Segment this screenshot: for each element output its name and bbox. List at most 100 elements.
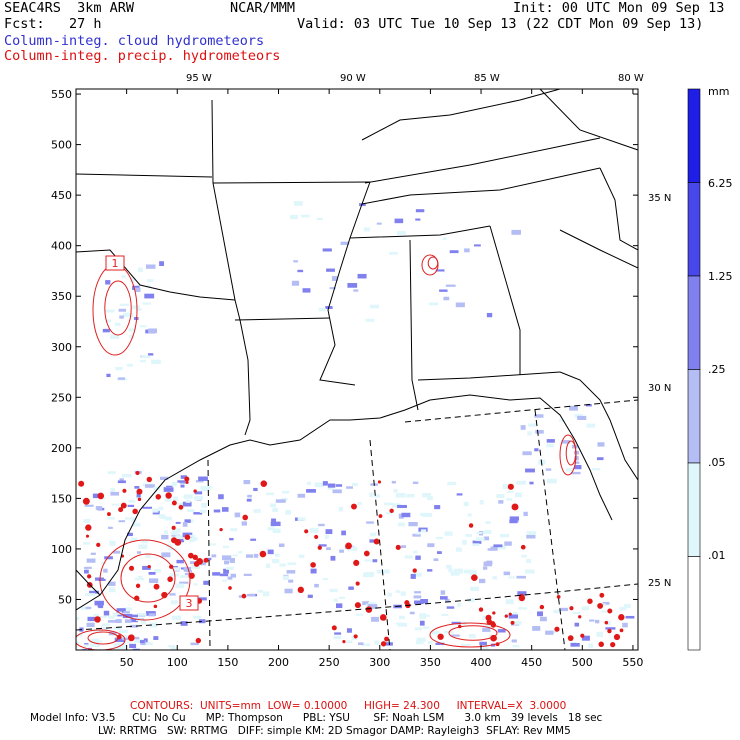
precip-cell <box>193 489 197 493</box>
precip-contour <box>427 256 439 270</box>
precip-cell <box>520 544 526 550</box>
colorbar-label-6.25: 6.25 <box>708 177 733 190</box>
cloud-cell <box>327 486 334 490</box>
cloud-cell <box>134 639 143 643</box>
cloud-cell <box>148 572 156 575</box>
cloud-cell <box>589 619 595 622</box>
precip-cell <box>507 483 514 490</box>
precip-contour <box>429 622 511 648</box>
cloud-cell <box>83 644 89 647</box>
cloud-cell <box>577 415 587 420</box>
cloud-cell <box>82 648 87 650</box>
cloud-cell <box>158 506 164 511</box>
cloud-cell <box>446 564 452 569</box>
cloud-cell <box>574 622 580 627</box>
cloud-cell <box>129 335 135 339</box>
cloud-cell <box>148 328 158 334</box>
cloud-cell <box>504 541 512 546</box>
cloud-cell <box>365 318 375 322</box>
y-tick-label: 550 <box>51 88 72 101</box>
precip-cell <box>345 542 352 550</box>
cloud-cell <box>622 622 628 628</box>
y-tick-label: 200 <box>51 442 72 455</box>
cloud-cell <box>128 499 136 503</box>
cloud-cell <box>410 573 416 579</box>
precip-cell <box>604 620 609 625</box>
cloud-cell <box>113 550 121 554</box>
precip-cell <box>378 514 383 519</box>
cloud-cell <box>250 538 257 541</box>
cloud-cell <box>108 581 116 586</box>
cloud-cell <box>413 595 422 599</box>
field-title-precip: Column-integ. precip. hydrometeors <box>4 48 281 64</box>
cloud-cell <box>428 302 438 306</box>
cloud-cell <box>523 511 528 517</box>
cloud-cell <box>138 544 148 549</box>
x-tick-label: 450 <box>521 656 542 669</box>
precip-cell <box>85 524 92 531</box>
precip-cell <box>331 625 337 631</box>
cloud-cell <box>415 555 421 560</box>
cloud-cell <box>338 506 344 512</box>
cloud-cell <box>387 592 392 597</box>
cloud-cell <box>294 201 303 206</box>
cloud-cell <box>223 568 229 574</box>
precip-cell <box>147 564 151 569</box>
precip-cell <box>137 497 142 502</box>
cloud-cell <box>505 599 514 605</box>
cloud-cell <box>129 277 135 283</box>
cloud-cell <box>398 513 404 519</box>
cloud-cell <box>194 491 203 495</box>
cloud-cell <box>149 622 158 628</box>
cloud-shading <box>76 201 635 650</box>
axis-ticks: 50 100 150 200 250 300 350 400 450 500 55055050045… <box>51 88 643 669</box>
colorbar-swatch <box>687 182 701 277</box>
cloud-cell <box>525 569 535 574</box>
cloud-cell <box>306 489 316 493</box>
cloud-cell <box>526 559 532 564</box>
cloud-cell <box>84 569 89 574</box>
y-tick-label: 350 <box>51 290 72 303</box>
cloud-cell <box>422 626 430 629</box>
cloud-cell <box>229 537 234 541</box>
cloud-cell <box>270 521 281 527</box>
precip-cell <box>259 550 267 558</box>
cloud-cell <box>341 530 346 536</box>
cloud-cell <box>122 613 133 619</box>
cloud-cell <box>384 569 390 574</box>
cloud-cell <box>472 543 480 546</box>
cloud-cell <box>498 500 504 504</box>
lon-label-95w: 95 W <box>186 73 212 84</box>
cloud-cell <box>163 487 174 492</box>
cloud-cell <box>482 644 489 650</box>
precip-cell <box>539 604 545 610</box>
cloud-cell <box>142 506 153 509</box>
precip-cell <box>395 544 401 550</box>
cloud-cell <box>213 509 221 513</box>
y-tick-label: 150 <box>51 492 72 505</box>
cloud-cell <box>123 611 130 614</box>
cloud-cell <box>107 620 117 623</box>
cloud-cell <box>253 487 258 492</box>
cloud-cell <box>132 523 141 527</box>
precip-cell <box>373 538 380 545</box>
cloud-cell <box>238 550 243 554</box>
cloud-cell <box>581 635 590 641</box>
cloud-cell <box>493 544 503 548</box>
cloud-cell <box>408 522 418 527</box>
cloud-cell <box>400 545 406 548</box>
cloud-cell <box>177 480 186 483</box>
cloud-cell <box>140 359 147 363</box>
cloud-cell <box>456 493 463 496</box>
lat-label-30n: 30 N <box>648 383 672 394</box>
precip-cell <box>132 508 138 515</box>
cloud-cell <box>180 575 190 578</box>
cloud-cell <box>145 553 151 559</box>
cloud-cell <box>370 532 377 537</box>
cloud-cell <box>443 296 450 301</box>
precip-cell <box>297 586 305 594</box>
cloud-cell <box>127 504 135 508</box>
cloud-cell <box>115 619 122 624</box>
cloud-cell <box>177 502 184 505</box>
cloud-cell <box>419 620 425 626</box>
